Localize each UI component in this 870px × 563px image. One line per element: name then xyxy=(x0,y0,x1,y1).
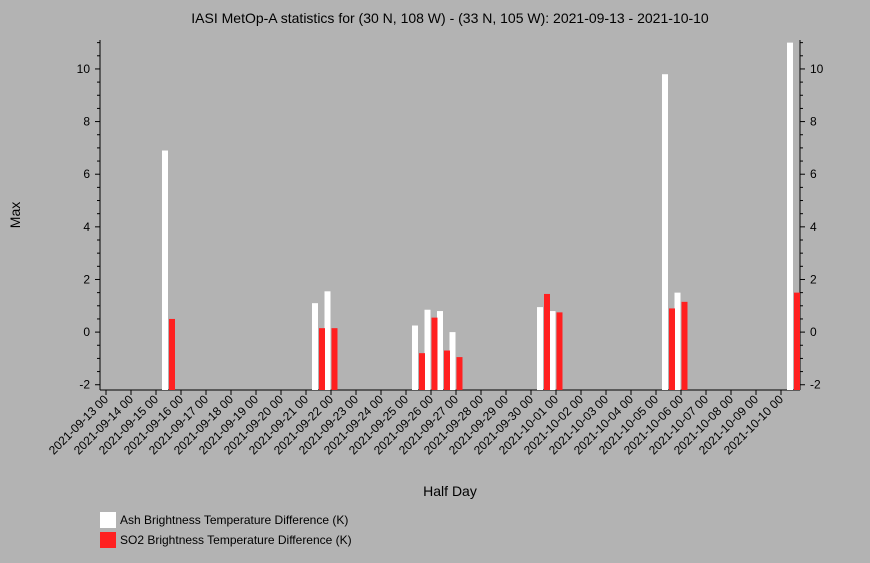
legend-swatch-ash xyxy=(100,512,116,528)
so2-bar xyxy=(419,353,425,390)
y-tick-label-right: -2 xyxy=(810,378,821,392)
y-tick-label-right: 2 xyxy=(810,272,817,286)
y-tick-label-left: 0 xyxy=(83,325,90,339)
legend-label-so2: SO2 Brightness Temperature Difference (K… xyxy=(120,533,352,547)
y-tick-label-left: 6 xyxy=(83,167,90,181)
so2-bar xyxy=(319,328,325,390)
ash-bar xyxy=(674,292,681,390)
ash-bar xyxy=(537,307,543,390)
ash-bar xyxy=(449,332,456,390)
y-tick-label-right: 8 xyxy=(810,115,817,129)
ash-bar xyxy=(162,150,168,390)
ash-bar xyxy=(787,42,793,390)
ash-bar xyxy=(662,74,668,391)
legend-swatch-so2 xyxy=(100,532,116,548)
y-axis-label: Max xyxy=(7,202,23,228)
legend-label-ash: Ash Brightness Temperature Difference (K… xyxy=(120,513,349,527)
legend-item-so2: SO2 Brightness Temperature Difference (K… xyxy=(100,532,352,548)
so2-bar xyxy=(331,328,338,390)
so2-bar xyxy=(431,317,438,390)
so2-bar xyxy=(169,318,175,390)
bars xyxy=(162,42,800,391)
legend-item-ash: Ash Brightness Temperature Difference (K… xyxy=(100,512,348,528)
y-tick-label-right: 4 xyxy=(810,220,817,234)
so2-bar xyxy=(794,292,800,390)
ash-bar xyxy=(412,325,418,390)
so2-bar xyxy=(681,301,688,390)
y-tick-label-right: 6 xyxy=(810,167,817,181)
chart-title: IASI MetOp-A statistics for (30 N, 108 W… xyxy=(191,10,709,26)
ash-bar xyxy=(437,311,443,390)
y-tick-label-left: 4 xyxy=(83,220,90,234)
so2-bar xyxy=(556,312,563,390)
ash-bar xyxy=(312,303,318,390)
y-tick-label-right: 0 xyxy=(810,325,817,339)
ash-bar xyxy=(424,309,431,390)
so2-bar xyxy=(669,308,675,390)
y-tick-label-left: 2 xyxy=(83,272,90,286)
y-tick-label-left: 10 xyxy=(77,62,91,76)
ash-bar xyxy=(324,291,331,390)
y-tick-label-left: -2 xyxy=(79,378,90,392)
ash-bar xyxy=(549,311,556,390)
x-axis-label: Half Day xyxy=(423,483,477,499)
so2-bar xyxy=(544,293,550,390)
so2-bar xyxy=(456,357,463,390)
y-tick-label-right: 10 xyxy=(810,62,824,76)
so2-bar xyxy=(444,350,450,390)
y-tick-label-left: 8 xyxy=(83,115,90,129)
